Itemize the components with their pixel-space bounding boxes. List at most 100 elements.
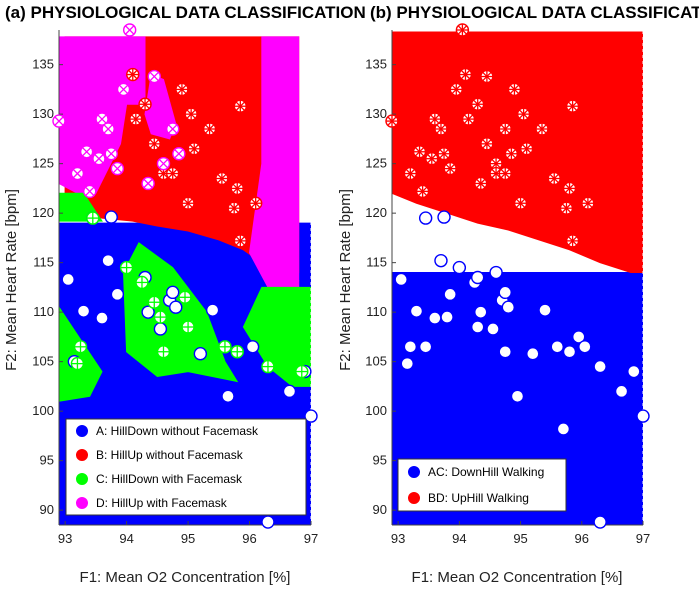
legend-label: D: HillUp with Facemask bbox=[96, 496, 228, 510]
data-point-BD bbox=[455, 23, 470, 37]
data-point-D bbox=[92, 151, 106, 166]
panel-b-title: (b) PHYSIOLOGICAL DATA CLASSIFICATION bbox=[370, 3, 699, 22]
data-point-D bbox=[166, 122, 180, 136]
data-point-BD bbox=[474, 176, 488, 191]
legend-swatch bbox=[408, 466, 420, 478]
data-point-A bbox=[169, 300, 183, 314]
data-point-D bbox=[104, 147, 118, 161]
data-point-BD bbox=[480, 69, 494, 84]
data-point-A bbox=[101, 253, 115, 268]
legend: AC: DownHill Walking BD: UpHill Walking bbox=[397, 458, 567, 512]
y-tick-label: 135 bbox=[365, 57, 387, 72]
x-tick-label: 94 bbox=[119, 531, 133, 546]
data-point-AC bbox=[593, 359, 607, 374]
data-point-AC bbox=[471, 320, 485, 334]
data-point-C bbox=[156, 345, 171, 359]
data-point-A bbox=[193, 347, 208, 361]
data-point-C bbox=[135, 275, 149, 290]
data-point-D bbox=[141, 176, 155, 191]
data-point-B bbox=[175, 82, 189, 97]
data-point-AC bbox=[437, 210, 451, 224]
data-point-BD bbox=[415, 184, 430, 199]
data-point-BD bbox=[489, 166, 503, 181]
data-point-BD bbox=[559, 201, 574, 215]
legend: A: HillDown without Facemask B: HillUp wi… bbox=[65, 418, 307, 516]
data-point-BD bbox=[480, 137, 494, 151]
y-tick-label: 95 bbox=[373, 453, 387, 468]
data-point-AC bbox=[434, 253, 448, 268]
data-points bbox=[52, 23, 318, 529]
data-point-C bbox=[153, 310, 168, 324]
data-point-B bbox=[202, 122, 217, 136]
data-point-B bbox=[230, 181, 244, 196]
data-point-C bbox=[230, 345, 244, 359]
data-point-A bbox=[261, 515, 275, 529]
data-point-BD bbox=[535, 122, 549, 136]
data-point-BD bbox=[565, 99, 580, 113]
data-point-C bbox=[181, 320, 195, 334]
y-tick-label: 130 bbox=[32, 106, 54, 121]
y-tick-label: 135 bbox=[32, 57, 54, 72]
y-tick-label: 90 bbox=[373, 502, 387, 517]
data-point-AC bbox=[489, 265, 503, 280]
data-point-B bbox=[184, 107, 198, 121]
data-point-C bbox=[295, 364, 309, 379]
data-point-D bbox=[156, 156, 171, 171]
data-point-C bbox=[178, 290, 192, 304]
data-point-D bbox=[95, 112, 109, 126]
data-point-AC bbox=[510, 389, 525, 403]
data-point-A bbox=[166, 285, 180, 300]
data-point-C bbox=[73, 340, 88, 354]
data-point-AC bbox=[471, 270, 485, 285]
data-point-BD bbox=[507, 82, 522, 97]
data-point-AC bbox=[578, 340, 592, 354]
data-point-AC bbox=[556, 422, 571, 436]
data-point-B bbox=[248, 196, 263, 210]
data-point-C bbox=[86, 211, 100, 225]
data-point-A bbox=[304, 409, 318, 423]
y-tick-label: 95 bbox=[40, 453, 54, 468]
data-point-B bbox=[166, 166, 180, 181]
data-point-AC bbox=[627, 364, 641, 379]
data-point-B bbox=[129, 112, 143, 126]
data-point-AC bbox=[409, 304, 424, 318]
y-tick-label: 110 bbox=[366, 304, 387, 319]
legend-swatch bbox=[76, 425, 88, 437]
decision-regions bbox=[392, 31, 643, 525]
data-point-B bbox=[181, 196, 195, 210]
data-point-C bbox=[119, 260, 134, 275]
data-point-AC bbox=[394, 272, 408, 287]
data-point-A bbox=[221, 389, 235, 403]
data-point-AC bbox=[636, 409, 650, 423]
data-point-D bbox=[122, 23, 137, 37]
data-point-AC bbox=[498, 345, 512, 359]
data-point-B bbox=[187, 142, 201, 156]
data-point-AC bbox=[428, 311, 442, 325]
y-tick-label: 130 bbox=[365, 106, 387, 121]
panel-a-ylabel: F2: Mean Heart Rate [bpm] bbox=[3, 189, 20, 371]
x-tick-label: 96 bbox=[575, 531, 589, 546]
data-point-BD bbox=[516, 107, 531, 121]
y-tick-label: 110 bbox=[33, 304, 54, 319]
legend-box bbox=[397, 458, 567, 512]
data-point-BD bbox=[443, 161, 457, 176]
data-point-D bbox=[70, 166, 85, 181]
y-tick-label: 125 bbox=[365, 156, 387, 171]
data-point-AC bbox=[498, 285, 512, 300]
data-point-A bbox=[61, 272, 75, 287]
y-tick-label: 120 bbox=[32, 205, 54, 220]
y-tick-label: 115 bbox=[33, 255, 54, 270]
data-point-BD bbox=[498, 122, 512, 136]
data-point-BD bbox=[425, 151, 439, 166]
legend-swatch bbox=[76, 449, 88, 461]
data-point-BD bbox=[458, 67, 473, 82]
data-point-AC bbox=[418, 211, 433, 225]
data-point-AC bbox=[526, 347, 540, 361]
legend-swatch bbox=[76, 497, 88, 509]
data-point-A bbox=[104, 210, 118, 224]
x-tick-label: 93 bbox=[391, 531, 405, 546]
legend-label: AC: DownHill Walking bbox=[428, 465, 544, 479]
data-point-D bbox=[83, 184, 97, 199]
data-point-B bbox=[147, 137, 161, 151]
